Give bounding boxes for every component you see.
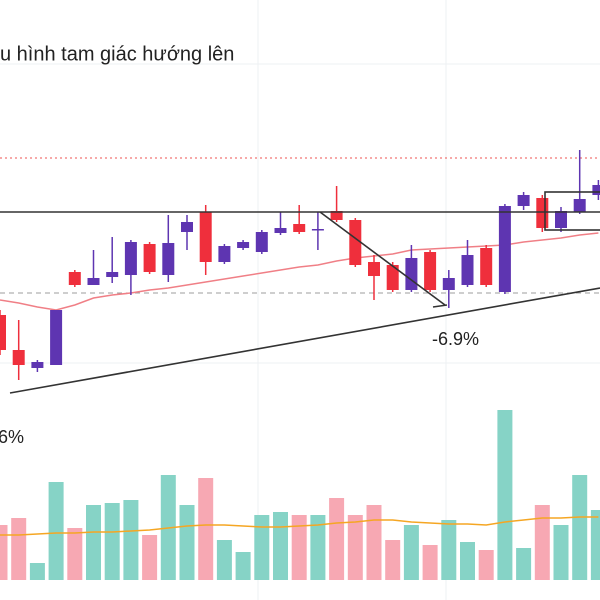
volume-bar <box>291 515 307 580</box>
candle-body <box>124 242 137 275</box>
ma-line <box>0 232 599 311</box>
candle-body <box>517 195 530 206</box>
candle-body <box>480 248 493 285</box>
candle-body <box>106 272 119 277</box>
candle-body <box>536 198 549 228</box>
volume-bar <box>48 482 64 580</box>
volume-bar <box>366 505 382 580</box>
volume-bar <box>460 542 475 580</box>
volume-bar <box>198 478 214 580</box>
volume-bar <box>104 503 120 580</box>
marks <box>0 150 600 580</box>
volume-bar <box>0 525 8 580</box>
volume-bar <box>86 505 101 580</box>
candle-body <box>181 222 193 232</box>
volume-bar <box>441 520 457 580</box>
candle-body <box>386 265 399 290</box>
candle-body <box>87 278 100 285</box>
candle-body <box>330 211 343 220</box>
volume-bar <box>385 540 401 580</box>
candle-body <box>368 262 380 276</box>
candle-body <box>50 310 63 365</box>
candle-body <box>218 246 231 262</box>
candle-body <box>461 255 474 285</box>
annotation: 6% <box>0 427 24 447</box>
candle-body <box>68 272 81 285</box>
volume-bar <box>516 548 532 580</box>
volume-bar <box>29 563 45 580</box>
ma-line <box>0 516 599 536</box>
candle-body <box>592 185 600 195</box>
box <box>544 191 600 231</box>
candle-body <box>555 211 567 228</box>
volume-bar <box>403 525 419 580</box>
volume-bar <box>422 545 438 580</box>
candle-body <box>274 228 287 233</box>
volume-bar <box>11 518 27 580</box>
volume-bar <box>235 552 251 580</box>
candle-body <box>424 252 437 290</box>
volume-bar <box>179 505 195 580</box>
volume-bar <box>273 512 288 580</box>
volume-bar <box>67 528 83 580</box>
annotation: -6.9% <box>432 329 479 349</box>
measure-tick <box>432 304 448 308</box>
candle-body <box>31 362 44 368</box>
candle-body <box>0 315 6 350</box>
candle-body <box>199 212 212 262</box>
volume-bar <box>254 515 270 580</box>
candle-body <box>293 224 306 232</box>
volume-bar <box>142 535 158 580</box>
candle-body <box>405 258 418 290</box>
chart-title: u hình tam giác hướng lên <box>0 43 234 65</box>
volume-bar <box>572 475 588 580</box>
candle-body <box>162 243 175 275</box>
volume-bar <box>590 510 600 580</box>
volume-bar <box>347 515 363 580</box>
volume-bar <box>123 500 139 580</box>
volume-bar <box>534 505 550 580</box>
candle-body <box>12 350 25 365</box>
candle-body <box>349 220 362 265</box>
volume-bar <box>216 540 232 580</box>
support-line <box>9 287 600 394</box>
volume-bar <box>553 525 569 580</box>
candle-body <box>573 199 586 212</box>
candle-body <box>143 244 156 272</box>
candle-body <box>442 278 455 290</box>
candle-body <box>237 242 250 248</box>
candle-body <box>498 206 511 292</box>
volume-bar <box>329 498 345 580</box>
volume-bar <box>478 550 494 580</box>
candle-body <box>311 229 324 231</box>
measure-line <box>319 211 446 306</box>
volume-bar <box>497 410 513 580</box>
volume-bar <box>310 515 326 580</box>
candle-body <box>255 232 268 252</box>
